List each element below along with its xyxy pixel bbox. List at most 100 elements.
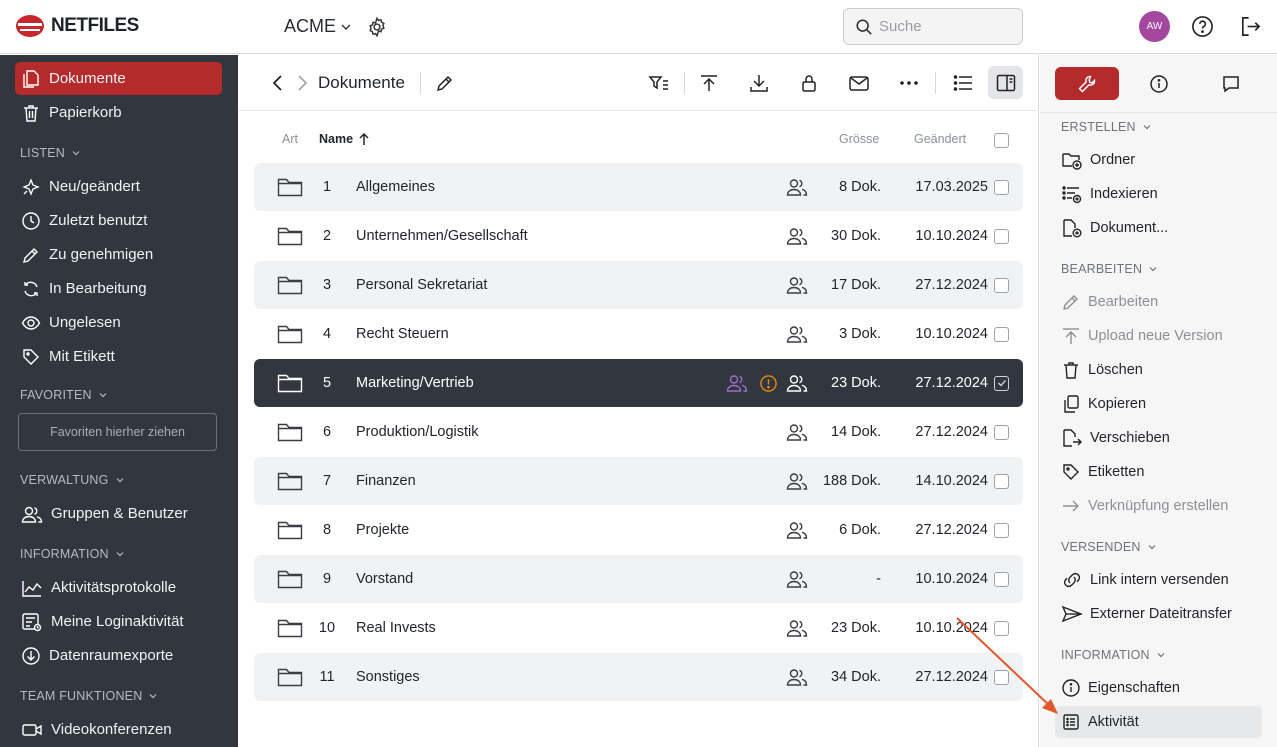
download-button[interactable] [745,69,773,97]
action-indexieren[interactable]: Indexieren [1055,178,1262,210]
favorites-dropzone[interactable]: Favoriten hierher ziehen [18,413,217,451]
table-row[interactable]: 2 Unternehmen/Gesellschaft 30 Dok. 10.10.20… [254,212,1023,260]
sidebar-item-zu-genehmigen[interactable]: Zu genehmigen [15,238,222,271]
section-team-funktionen[interactable]: TEAM FUNKTIONEN [20,689,158,703]
search-box[interactable] [843,8,1023,45]
sidebar-item-mit-etikett[interactable]: Mit Etikett [15,340,222,373]
email-button[interactable] [845,69,873,97]
row-checkbox[interactable] [994,669,1009,685]
action-loeschen[interactable]: Löschen [1055,354,1262,386]
action-ordner[interactable]: Ordner [1055,144,1262,176]
row-checkbox[interactable] [994,228,1009,244]
row-name[interactable]: Finanzen [356,473,416,489]
row-checkbox[interactable] [994,326,1009,342]
back-button[interactable] [264,69,292,97]
section-favoriten[interactable]: FAVORITEN [20,388,108,402]
search-input[interactable] [879,18,1009,35]
sidebar-item-papierkorb[interactable]: Papierkorb [15,96,222,129]
column-header-art[interactable]: Art [282,132,298,146]
select-all-checkbox[interactable] [994,133,1009,148]
members-indicator[interactable] [785,604,809,652]
forward-button[interactable] [288,69,316,97]
table-row[interactable]: 6 Produktion/Logistik 14 Dok. 27.12.2024 [254,408,1023,456]
lock-button[interactable] [795,69,823,97]
action-bearbeiten[interactable]: Bearbeiten [1055,286,1262,318]
section-information[interactable]: INFORMATION [20,547,125,561]
more-button[interactable] [895,69,923,97]
section-listen[interactable]: LISTEN [20,146,81,160]
members-indicator[interactable] [785,653,809,701]
row-checkbox[interactable] [994,571,1009,587]
section-erstellen[interactable]: ERSTELLEN [1061,120,1152,134]
sidebar-item-meine-loginaktivitaet[interactable]: Meine Loginaktivität [15,605,222,638]
table-row[interactable]: 3 Personal Sekretariat 17 Dok. 27.12.2024 [254,261,1023,309]
org-switcher[interactable]: ACME [284,16,352,37]
sidebar-item-zuletzt-benutzt[interactable]: Zuletzt benutzt [15,204,222,237]
tab-comments[interactable] [1199,67,1263,100]
members-indicator[interactable] [785,212,809,260]
row-checkbox[interactable] [994,620,1009,636]
action-link-intern-versenden[interactable]: Link intern versenden [1055,564,1262,596]
table-row[interactable]: 9 Vorstand - 10.10.2024 [254,555,1023,603]
table-row[interactable]: 4 Recht Steuern 3 Dok. 10.10.2024 [254,310,1023,358]
row-checkbox[interactable] [994,277,1009,293]
upload-button[interactable] [695,69,723,97]
section-versenden[interactable]: VERSENDEN [1061,540,1157,554]
tab-tools[interactable] [1055,67,1119,100]
sidebar-item-ungelesen[interactable]: Ungelesen [15,306,222,339]
action-externer-dateitransfer[interactable]: Externer Dateitransfer [1055,598,1262,630]
action-dokument[interactable]: Dokument... [1055,212,1262,244]
row-name[interactable]: Produktion/Logistik [356,424,479,440]
row-name[interactable]: Projekte [356,522,410,538]
row-name[interactable]: Marketing/Vertrieb [356,375,474,391]
column-header-size[interactable]: Grösse [839,132,880,146]
section-information-panel[interactable]: INFORMATION [1061,648,1166,662]
sidebar-item-gruppen-benutzer[interactable]: Gruppen & Benutzer [15,497,222,530]
row-name[interactable]: Personal Sekretariat [356,277,488,293]
tab-info[interactable] [1127,67,1191,100]
row-checkbox[interactable] [994,375,1009,391]
members-indicator[interactable] [785,555,809,603]
logout-button[interactable] [1239,15,1262,38]
user-avatar[interactable]: AW [1139,11,1170,42]
column-header-changed[interactable]: Geändert [914,132,967,146]
row-name[interactable]: Unternehmen/Gesellschaft [356,228,528,244]
sidebar-item-datenraumexporte[interactable]: Datenraumexporte [15,639,222,672]
row-checkbox[interactable] [994,522,1009,538]
row-checkbox[interactable] [994,179,1009,195]
section-bearbeiten[interactable]: BEARBEITEN [1061,262,1158,276]
members-indicator[interactable] [785,310,809,358]
members-indicator[interactable] [785,408,809,456]
filter-button[interactable] [645,69,673,97]
sidebar-item-dokumente[interactable]: Dokumente [15,62,222,95]
action-etiketten[interactable]: Etiketten [1055,456,1262,488]
warning-indicator[interactable] [759,359,778,407]
shared-external-indicator[interactable] [725,359,749,407]
row-name[interactable]: Vorstand [356,571,414,587]
panel-toggle-button[interactable] [988,66,1023,99]
sidebar-item-neu-geaendert[interactable]: Neu/geändert [15,170,222,203]
table-row[interactable]: 5 Marketing/Vertrieb 23 Dok. 27.12.2024 [254,359,1023,407]
table-row[interactable]: 1 Allgemeines 8 Dok. 17.03.2025 [254,163,1023,211]
list-view-button[interactable] [949,69,977,97]
action-verknuepfung-erstellen[interactable]: Verknüpfung erstellen [1055,490,1262,522]
row-name[interactable]: Recht Steuern [356,326,449,342]
row-name[interactable]: Allgemeines [356,179,435,195]
members-indicator[interactable] [785,506,809,554]
action-eigenschaften[interactable]: Eigenschaften [1055,672,1262,704]
sidebar-item-videokonferenzen[interactable]: Videokonferenzen [15,713,222,746]
action-aktivitaet[interactable]: Aktivität [1055,706,1262,738]
row-name[interactable]: Sonstiges [356,669,420,685]
table-row[interactable]: 11 Sonstiges 34 Dok. 27.12.2024 [254,653,1023,701]
section-verwaltung[interactable]: VERWALTUNG [20,473,125,487]
rename-button[interactable] [431,69,459,97]
row-checkbox[interactable] [994,424,1009,440]
sidebar-item-in-bearbeitung[interactable]: In Bearbeitung [15,272,222,305]
help-button[interactable] [1191,15,1214,38]
row-name[interactable]: Real Invests [356,620,436,636]
action-kopieren[interactable]: Kopieren [1055,388,1262,420]
action-upload-neue-version[interactable]: Upload neue Version [1055,320,1262,352]
members-indicator[interactable] [785,261,809,309]
table-row[interactable]: 7 Finanzen 188 Dok. 14.10.2024 [254,457,1023,505]
netfiles-logo[interactable]: NETFILES [15,13,139,39]
